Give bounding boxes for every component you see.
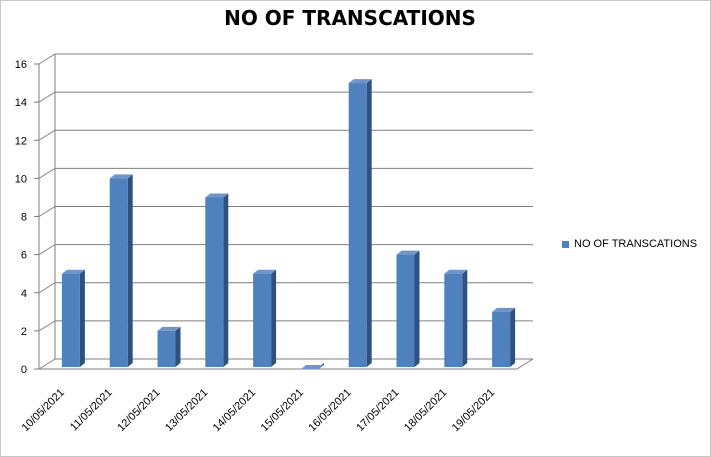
bar xyxy=(61,269,85,367)
y-tick-label: 10 xyxy=(15,173,27,185)
gridline xyxy=(38,53,533,65)
x-tick-label: 15/05/2021 xyxy=(259,387,306,434)
x-tick-label: 10/05/2021 xyxy=(20,387,67,434)
x-tick-label: 19/05/2021 xyxy=(450,387,497,434)
bar xyxy=(205,193,229,367)
legend-label: NO OF TRANSCATIONS xyxy=(574,238,698,250)
gridline xyxy=(38,167,533,179)
bar xyxy=(109,174,133,367)
y-tick-label: 2 xyxy=(21,326,27,338)
y-tick-label: 16 xyxy=(15,59,27,71)
gridline xyxy=(38,91,533,103)
legend-swatch xyxy=(562,240,569,248)
bars xyxy=(61,79,516,369)
x-tick-label: 18/05/2021 xyxy=(402,387,449,434)
gridline xyxy=(38,206,533,217)
bar xyxy=(253,269,277,367)
y-tick-label: 6 xyxy=(21,250,27,262)
bar xyxy=(444,269,468,367)
x-axis-tick-labels: 10/05/2021 11/05/2021 12/05/2021 13/05/2021… xyxy=(20,387,498,434)
y-tick-label: 12 xyxy=(15,135,27,147)
x-tick-label: 17/05/2021 xyxy=(354,387,401,434)
y-tick-label: 8 xyxy=(21,212,27,224)
bar xyxy=(396,250,420,367)
y-tick-label: 4 xyxy=(21,288,27,300)
gridline xyxy=(38,129,533,141)
bar xyxy=(157,326,181,367)
x-tick-label: 13/05/2021 xyxy=(163,387,210,434)
x-tick-label: 12/05/2021 xyxy=(115,387,162,434)
bar xyxy=(348,79,372,367)
gridline xyxy=(38,244,533,256)
bar xyxy=(300,363,324,369)
y-tick-label: 14 xyxy=(15,97,27,109)
bar xyxy=(492,307,516,367)
chart-title: NO OF TRANSCATIONS xyxy=(224,6,476,30)
legend: NO OF TRANSCATIONS xyxy=(562,238,697,250)
x-tick-label: 11/05/2021 xyxy=(68,387,115,434)
x-tick-label: 14/05/2021 xyxy=(211,387,258,434)
y-tick-label: 0 xyxy=(21,364,27,376)
x-tick-label: 16/05/2021 xyxy=(306,387,353,434)
y-axis-tick-labels: 0 2 4 6 8 10 12 14 16 xyxy=(15,59,27,376)
